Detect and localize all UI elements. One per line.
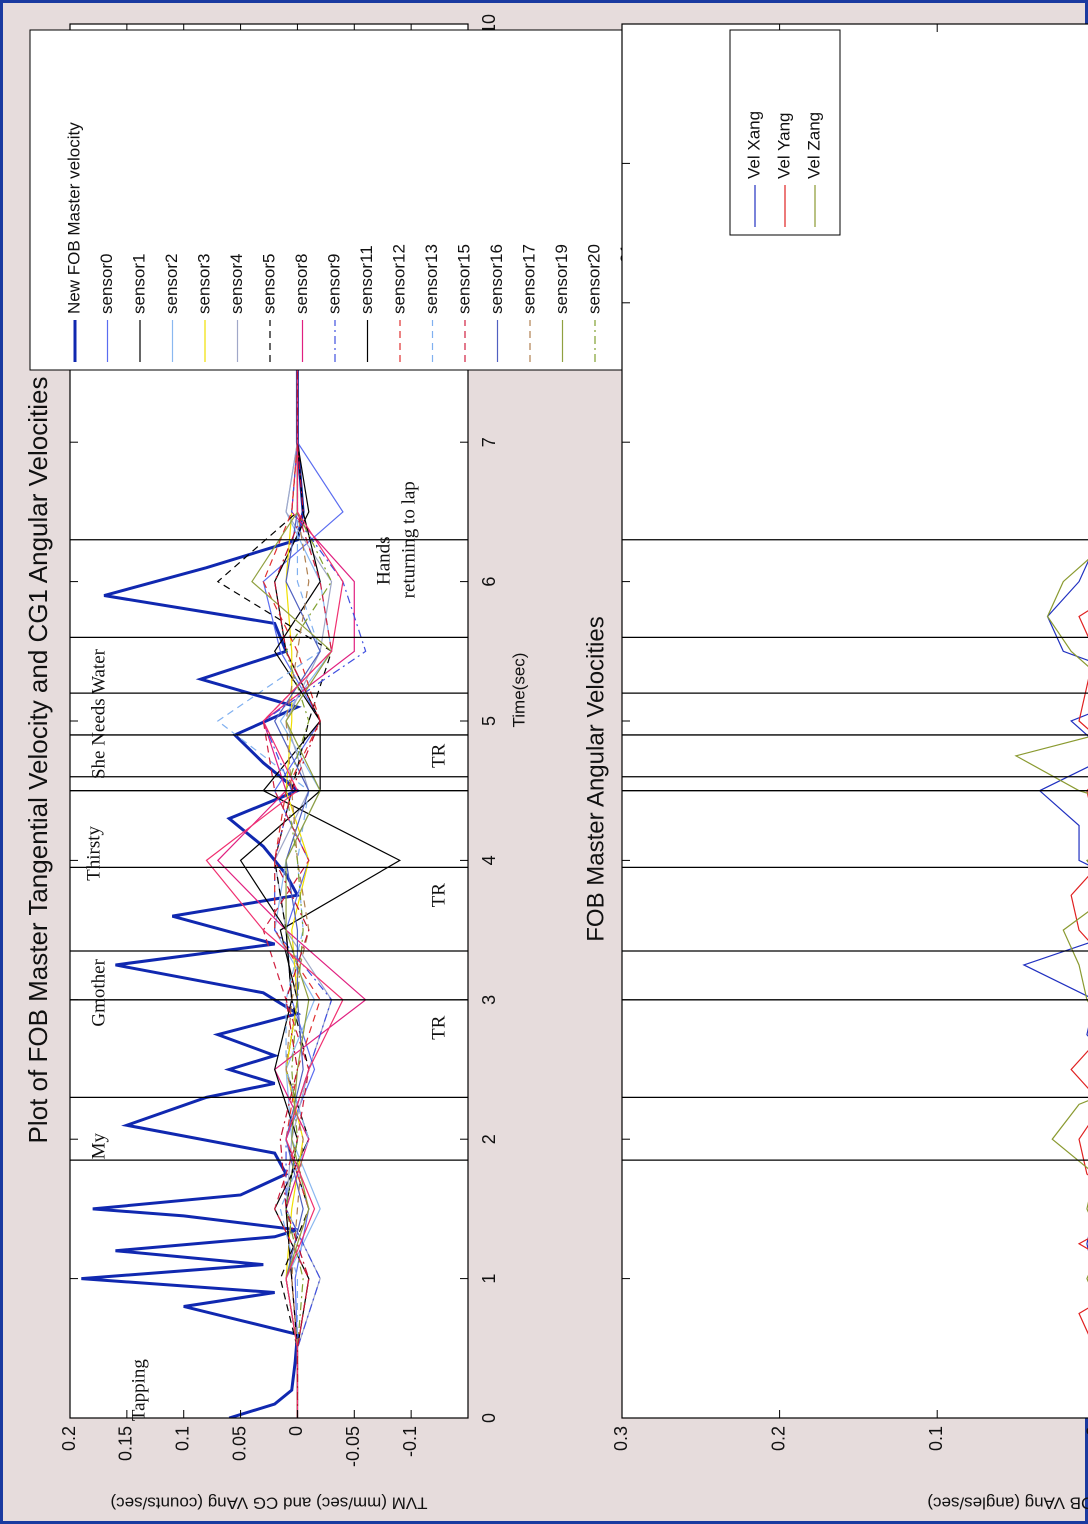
annotation: returning to lap bbox=[398, 481, 419, 598]
series-line bbox=[205, 302, 344, 1418]
x-tick-label: 2 bbox=[479, 1134, 499, 1144]
y-axis-label: TVM (mm/sec) and CG VAng (counts/sec) bbox=[110, 1494, 427, 1513]
x-tick-label: 0 bbox=[479, 1413, 499, 1423]
legend-label: sensor0 bbox=[97, 254, 116, 314]
series-line bbox=[81, 302, 305, 1418]
y-tick-label: 0.1 bbox=[926, 1426, 946, 1451]
legend-label: sensor12 bbox=[389, 244, 408, 314]
y-axis-label: FOB VAng (angles/sec) bbox=[927, 1494, 1088, 1513]
y-tick-label: 0.2 bbox=[59, 1426, 79, 1451]
annotation: TR bbox=[428, 1015, 449, 1040]
legend-label: Vel Yang bbox=[774, 113, 793, 180]
legend-label: sensor13 bbox=[422, 244, 441, 314]
y-tick-label: 0 bbox=[1084, 1426, 1088, 1436]
y-tick-label: -0.1 bbox=[400, 1426, 420, 1457]
y-tick-label: -0.05 bbox=[343, 1426, 363, 1467]
series-line bbox=[239, 302, 321, 1418]
legend-label: New FOB Master velocity bbox=[64, 122, 83, 314]
legend-label: sensor9 bbox=[324, 254, 343, 314]
legend-label: sensor17 bbox=[519, 244, 538, 314]
rotated-figure: 012345678910-0.1-0.0500.050.10.150.2Plot… bbox=[23, 14, 1088, 1513]
plot-layer bbox=[1014, 24, 1088, 1418]
annotation: Thirsty bbox=[83, 825, 104, 880]
legend-label: Vel Zang bbox=[804, 112, 823, 179]
y-tick-label: 0.2 bbox=[768, 1426, 788, 1451]
y-tick-label: 0.1 bbox=[172, 1426, 192, 1451]
legend-label: sensor11 bbox=[357, 245, 376, 314]
annotation: Tapping bbox=[128, 1359, 149, 1421]
x-tick-label: 1 bbox=[479, 1274, 499, 1284]
series-line bbox=[1022, 24, 1088, 1418]
series-line bbox=[262, 302, 333, 1418]
legend-label: sensor1 bbox=[129, 254, 148, 314]
legend-label: Vel Xang bbox=[744, 111, 763, 179]
y-tick-label: 0 bbox=[286, 1426, 306, 1436]
x-tick-label: 6 bbox=[479, 577, 499, 587]
series-line bbox=[285, 302, 333, 1418]
legend-box bbox=[29, 29, 696, 371]
chart-title: FOB Master Angular Velocities bbox=[582, 616, 609, 941]
annotation: My bbox=[88, 1132, 109, 1159]
y-tick-label: 0.05 bbox=[229, 1426, 249, 1461]
legend-label: sensor4 bbox=[227, 254, 246, 314]
x-tick-label: 10 bbox=[479, 14, 499, 34]
annotation: Gmother bbox=[88, 958, 109, 1026]
annotation: TR bbox=[428, 883, 449, 908]
series-line bbox=[274, 302, 321, 1418]
x-tick-label: 7 bbox=[479, 437, 499, 447]
legend-label: sensor8 bbox=[292, 254, 311, 314]
legend-label: sensor5 bbox=[259, 254, 278, 314]
annotation: Hands bbox=[373, 536, 394, 585]
x-tick-label: 5 bbox=[479, 716, 499, 726]
annotation: TR bbox=[428, 743, 449, 768]
legend-label: sensor16 bbox=[487, 244, 506, 314]
y-tick-label: 0.15 bbox=[116, 1426, 136, 1461]
plot-area bbox=[622, 24, 1088, 1418]
annotation: She Needs Water bbox=[88, 648, 109, 779]
x-axis-label: Time(sec) bbox=[509, 653, 528, 728]
series-line bbox=[1070, 24, 1088, 1418]
legend-label: sensor2 bbox=[162, 254, 181, 314]
x-tick-label: 3 bbox=[479, 995, 499, 1005]
legend-label: sensor15 bbox=[454, 244, 473, 314]
y-tick-label: 0.3 bbox=[611, 1426, 631, 1451]
legend-label: sensor20 bbox=[584, 244, 603, 314]
legend-box bbox=[729, 29, 841, 236]
legend-label: sensor19 bbox=[552, 244, 571, 314]
legend-label: sensor3 bbox=[194, 254, 213, 314]
x-tick-label: 4 bbox=[479, 855, 499, 865]
chart-title: Plot of FOB Master Tangential Velocity a… bbox=[23, 377, 53, 1144]
plot-layer bbox=[81, 302, 402, 1418]
